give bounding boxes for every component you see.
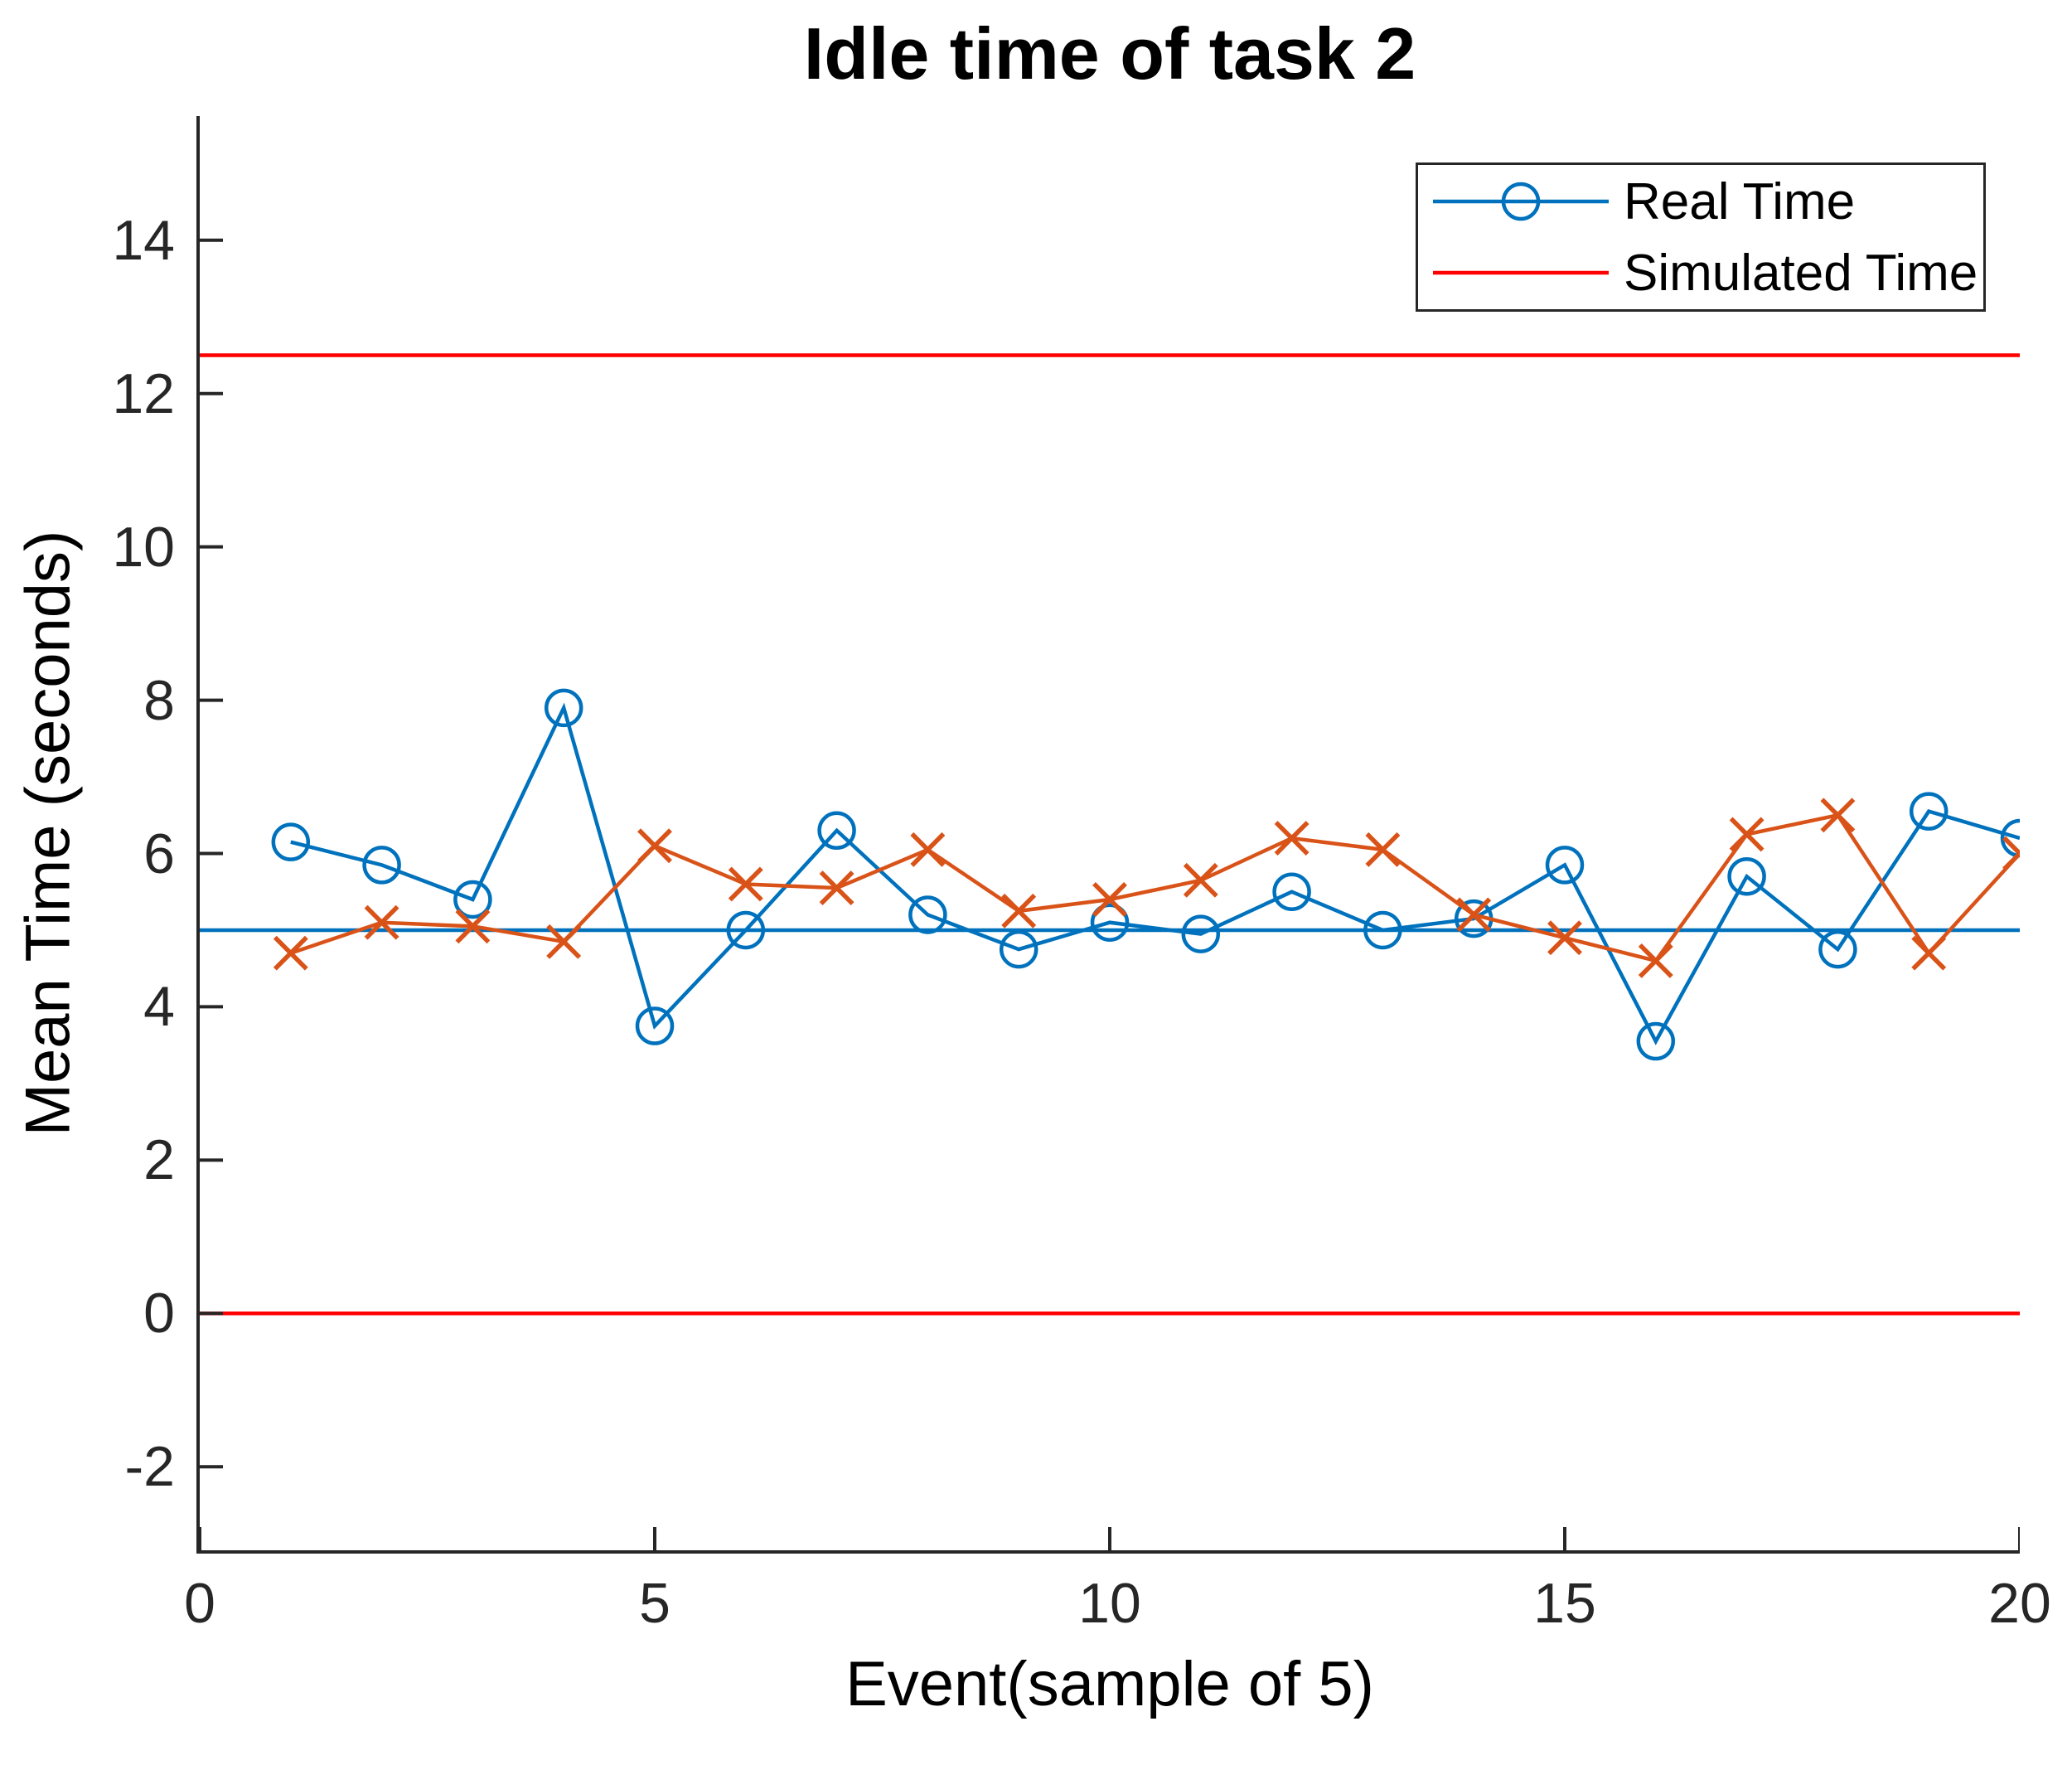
marker-x xyxy=(1274,821,1310,856)
marker-circle xyxy=(908,895,947,934)
marker-x xyxy=(1547,920,1582,956)
marker-x xyxy=(546,924,582,959)
legend-item-real-time: Real Time xyxy=(1418,167,1983,236)
x-tick-label: 10 xyxy=(1078,1572,1141,1635)
legend-label-real-time: Real Time xyxy=(1624,172,1856,230)
marker-x xyxy=(637,828,672,864)
marker-circle xyxy=(635,1006,675,1045)
x-tick-label: 5 xyxy=(639,1572,670,1635)
marker-x xyxy=(1729,817,1765,852)
plot-area xyxy=(196,116,2020,1554)
marker-x xyxy=(1911,935,1947,971)
marker-x xyxy=(728,866,763,902)
marker-circle xyxy=(544,688,583,728)
y-tick-label: 2 xyxy=(143,1128,175,1192)
marker-circle xyxy=(1090,903,1130,942)
marker-circle xyxy=(453,880,492,919)
marker-x xyxy=(1638,943,1673,978)
legend-sample-simulated-time-line-icon xyxy=(1433,270,1609,275)
y-tick-label: 14 xyxy=(112,208,175,272)
marker-x xyxy=(1092,882,1127,917)
series-line-0 xyxy=(290,702,2020,1045)
marker-circle xyxy=(1727,856,1766,896)
marker-x xyxy=(364,904,399,940)
marker-x xyxy=(910,832,946,867)
y-tick-label: 0 xyxy=(143,1282,175,1346)
marker-circle xyxy=(1181,914,1221,953)
y-tick-label: 8 xyxy=(143,668,175,732)
marker-x xyxy=(819,870,854,906)
legend: Real Time Simulated Time xyxy=(1416,162,1986,312)
chart-canvas xyxy=(200,238,2020,1550)
marker-x xyxy=(1365,832,1401,867)
x-tick-label: 20 xyxy=(1988,1572,2051,1635)
marker-circle xyxy=(1545,846,1585,885)
marker-circle xyxy=(1363,910,1402,950)
marker-circle xyxy=(362,846,401,885)
marker-x xyxy=(1183,862,1218,898)
chart-title: Idle time of task 2 xyxy=(803,12,1416,95)
marker-circle xyxy=(1636,1021,1676,1061)
marker-circle xyxy=(999,929,1038,969)
marker-circle xyxy=(2000,818,2020,858)
legend-sample-real-time-line-circle-icon xyxy=(1433,182,1609,221)
y-tick-label: 6 xyxy=(143,822,175,885)
x-tick-label: 0 xyxy=(184,1572,215,1635)
marker-x xyxy=(1456,897,1492,933)
y-tick-label: -2 xyxy=(124,1435,175,1499)
marker-circle xyxy=(1909,792,1949,831)
marker-circle xyxy=(817,811,856,851)
marker-x xyxy=(1001,893,1037,929)
legend-label-simulated-time: Simulated Time xyxy=(1624,244,1978,302)
marker-x xyxy=(455,909,491,944)
y-tick-label: 10 xyxy=(112,515,175,579)
marker-x xyxy=(273,935,308,971)
marker-x xyxy=(2002,836,2020,871)
marker-circle xyxy=(726,910,766,950)
marker-circle xyxy=(1272,872,1311,911)
y-tick-label: 12 xyxy=(112,361,175,425)
y-tick-label: 4 xyxy=(143,975,175,1039)
x-axis-label: Event(sample of 5) xyxy=(845,1649,1374,1719)
marker-circle xyxy=(271,822,311,861)
marker-circle xyxy=(1818,929,1857,969)
x-tick-label: 15 xyxy=(1533,1572,1596,1635)
marker-x xyxy=(1820,798,1856,833)
legend-item-simulated-time: Simulated Time xyxy=(1418,238,1983,308)
